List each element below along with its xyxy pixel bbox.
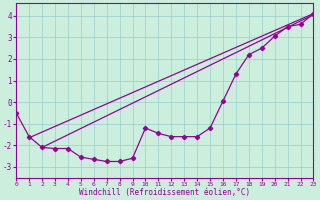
X-axis label: Windchill (Refroidissement éolien,°C): Windchill (Refroidissement éolien,°C) — [79, 188, 250, 197]
